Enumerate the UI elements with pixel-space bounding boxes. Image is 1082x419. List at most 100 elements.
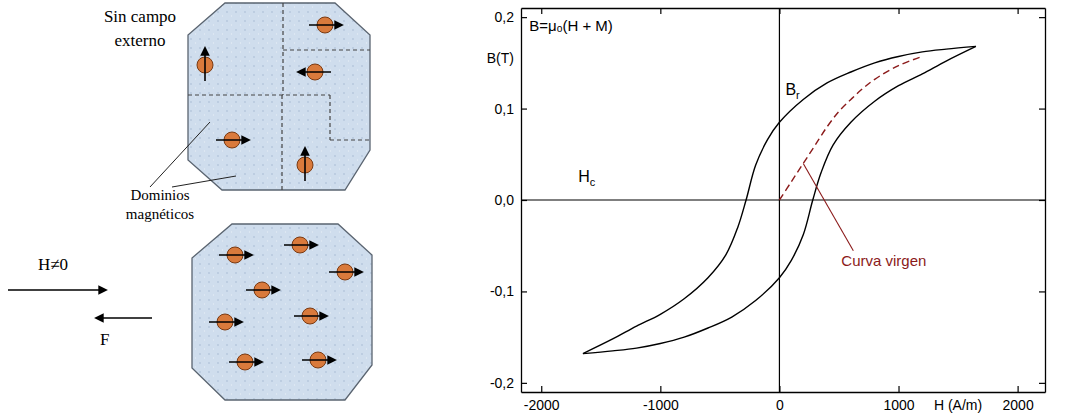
magnetic-moment bbox=[197, 48, 213, 81]
grain-field bbox=[192, 224, 372, 400]
tick-label: -1000 bbox=[643, 397, 679, 413]
tick-label: 0,1 bbox=[495, 101, 515, 117]
tick bbox=[1039, 291, 1045, 292]
domain-wall bbox=[283, 49, 370, 50]
moment-arrow bbox=[302, 359, 335, 361]
magnetic-moment bbox=[216, 132, 249, 148]
moment-arrow bbox=[294, 315, 327, 317]
annotation: Hc bbox=[578, 168, 596, 188]
tick: 0,0 bbox=[495, 192, 527, 208]
x-axis: -2000 -1000 0 1000 2000 bbox=[522, 386, 1046, 413]
x-axis-title: H (A/m) bbox=[934, 397, 982, 413]
chart: -2000 -1000 0 1000 2000 -0,2 -0,1 0,0 0,1 0,2 H (A… bbox=[487, 8, 1046, 413]
tick bbox=[541, 8, 542, 14]
no-field-line: Sin campo bbox=[104, 7, 176, 26]
tick bbox=[1039, 383, 1045, 384]
y-axis-title: B(T) bbox=[487, 50, 514, 66]
magnetic-moment bbox=[309, 17, 342, 33]
moment-arrow bbox=[304, 148, 306, 181]
tick-label: 2000 bbox=[1003, 397, 1034, 413]
leader-line bbox=[150, 122, 210, 187]
domains-diagram: Sin campo externo Dominiosmagnéticos H≠0 F bbox=[8, 3, 372, 400]
annotation: Br bbox=[785, 81, 800, 101]
tick bbox=[899, 8, 900, 14]
tick-mark bbox=[1018, 386, 1019, 392]
magnetic-moment bbox=[246, 282, 279, 298]
tick: -0,2 bbox=[490, 375, 527, 391]
tick-mark bbox=[521, 108, 527, 109]
series-line bbox=[583, 46, 976, 353]
domain-wall bbox=[329, 95, 330, 140]
tick-label: 0,2 bbox=[495, 9, 515, 25]
domain-wall bbox=[282, 3, 283, 95]
tick-label: -2000 bbox=[524, 397, 560, 413]
zero-line-h bbox=[521, 199, 1045, 200]
tick bbox=[660, 8, 661, 14]
series-line bbox=[779, 56, 922, 200]
annotation-main: Curva virgen bbox=[841, 252, 926, 269]
tick: -0,1 bbox=[490, 283, 527, 299]
grain-no-field bbox=[188, 3, 370, 190]
moment-arrow bbox=[204, 48, 206, 81]
magnetic-moment bbox=[209, 314, 242, 330]
tick-label: 0,0 bbox=[495, 192, 515, 208]
tick-label: -0,1 bbox=[490, 283, 514, 299]
tick-mark bbox=[521, 17, 527, 18]
no-field-line: externo bbox=[115, 31, 166, 50]
tick-mark bbox=[660, 8, 661, 14]
tick-mark bbox=[898, 8, 899, 14]
tick-label: -0,2 bbox=[490, 375, 514, 391]
tick-mark bbox=[779, 386, 780, 392]
domain-wall bbox=[188, 94, 330, 95]
tick: 1000 bbox=[883, 386, 914, 413]
moment-arrow bbox=[229, 361, 262, 363]
moment-arrow bbox=[246, 289, 279, 291]
series-line bbox=[583, 46, 976, 353]
moment-arrow bbox=[284, 244, 317, 246]
tick-mark bbox=[521, 383, 527, 384]
annotation: B=μₒ(H + M) bbox=[529, 17, 612, 34]
moment-arrow bbox=[309, 24, 342, 26]
tick-mark bbox=[1039, 200, 1045, 201]
no-field-label: Sin campo externo bbox=[104, 7, 176, 50]
tick-mark bbox=[1039, 383, 1045, 384]
tick-label: 1000 bbox=[883, 397, 914, 413]
tick-label: 0 bbox=[776, 397, 784, 413]
annotation-main: H bbox=[578, 168, 590, 185]
magnetic-moment bbox=[298, 64, 331, 80]
tick: 0,2 bbox=[495, 9, 527, 25]
tick-mark bbox=[1039, 17, 1045, 18]
domains-line: Dominios bbox=[130, 187, 189, 203]
annotation-sub: c bbox=[590, 176, 596, 188]
y-axis-right bbox=[1039, 9, 1046, 393]
tick bbox=[1039, 17, 1045, 18]
moment-arrow bbox=[329, 271, 362, 273]
tick-mark bbox=[1039, 291, 1045, 292]
magnetic-moment bbox=[284, 237, 317, 253]
tick: -2000 bbox=[524, 386, 560, 413]
domain-wall bbox=[330, 139, 370, 140]
magnetic-moment bbox=[229, 354, 262, 370]
moment-arrow bbox=[219, 254, 252, 256]
tick bbox=[1018, 8, 1019, 14]
field-label: H≠0 bbox=[38, 255, 68, 274]
moment-arrow bbox=[298, 71, 331, 73]
force-arrow bbox=[96, 317, 152, 319]
tick bbox=[779, 8, 780, 14]
magnetic-moment bbox=[329, 264, 362, 280]
force-label: F bbox=[100, 330, 109, 349]
annotation-leader bbox=[803, 163, 853, 250]
tick-mark bbox=[541, 386, 542, 392]
x-axis-top bbox=[522, 8, 1046, 14]
annotation-main: B bbox=[785, 81, 796, 98]
axis-line bbox=[522, 392, 1046, 393]
moment-arrow bbox=[216, 139, 249, 141]
tick-mark bbox=[898, 386, 899, 392]
annotation-main: B=μₒ(H + M) bbox=[529, 17, 612, 34]
domains-label: Dominiosmagnéticos bbox=[126, 187, 194, 222]
tick-mark bbox=[521, 200, 527, 201]
plot-area bbox=[521, 8, 1045, 392]
field-arrow bbox=[8, 289, 106, 291]
domain-wall bbox=[281, 95, 282, 190]
magnetic-moment bbox=[302, 352, 335, 368]
